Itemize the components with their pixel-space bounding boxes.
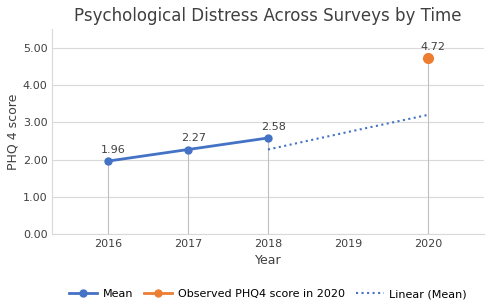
- X-axis label: Year: Year: [254, 254, 281, 267]
- Y-axis label: PHQ 4 score: PHQ 4 score: [7, 94, 20, 170]
- Text: 2.27: 2.27: [181, 133, 206, 143]
- Text: 2.58: 2.58: [261, 122, 286, 132]
- Text: 1.96: 1.96: [102, 145, 126, 155]
- Text: 4.72: 4.72: [421, 42, 446, 52]
- Legend: Mean, Observed PHQ4 score in 2020, Linear (Mean): Mean, Observed PHQ4 score in 2020, Linea…: [65, 285, 471, 300]
- Title: Psychological Distress Across Surveys by Time: Psychological Distress Across Surveys by…: [74, 7, 462, 25]
